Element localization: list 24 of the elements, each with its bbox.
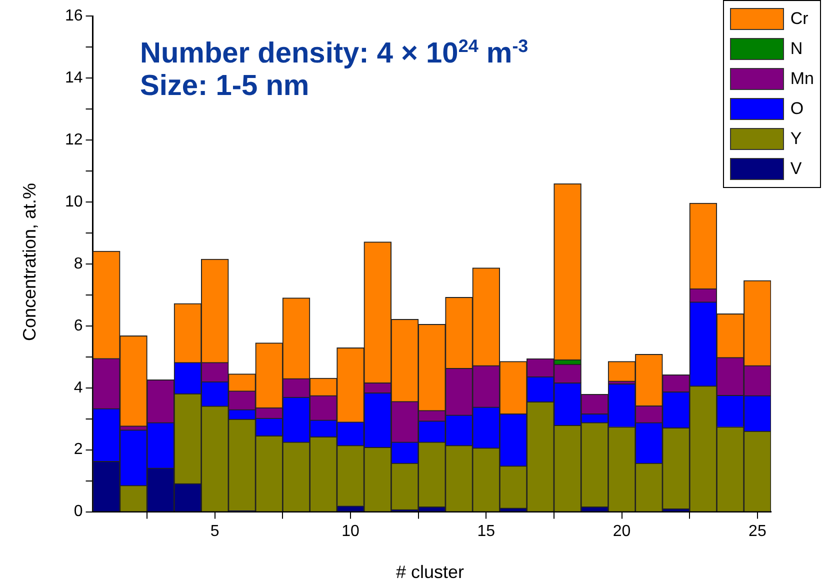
text: Size: 1-5 nm <box>140 70 310 102</box>
x-tick-label: 10 <box>342 522 360 540</box>
x-tick-label: 25 <box>748 522 766 540</box>
y-tick-label: 4 <box>74 379 83 396</box>
legend-label: Mn <box>790 69 814 89</box>
y-tick-label: 2 <box>74 441 83 458</box>
y-tick-label: 8 <box>74 255 83 272</box>
x-tick-label: 15 <box>477 522 496 540</box>
y-tick-label: 14 <box>65 69 83 86</box>
legend-label: O <box>790 99 804 119</box>
legend-label: Y <box>790 129 802 149</box>
x-tick-label: 5 <box>210 522 220 540</box>
x-tick-label: 20 <box>612 522 631 540</box>
y-axis-title: Concentration, at.% <box>20 182 40 342</box>
legend-label: N <box>790 39 803 59</box>
legend-label: V <box>790 159 802 179</box>
y-tick-label: 16 <box>65 7 83 24</box>
y-tick-label: 0 <box>74 503 83 520</box>
y-tick-label: 10 <box>65 193 83 210</box>
x-axis-title: # cluster <box>396 562 464 583</box>
y-tick-label: 12 <box>65 131 83 148</box>
text: Number density: 4 × 10$^{24}$ m$^{-3}$ <box>140 35 528 70</box>
y-tick-label: 6 <box>74 317 83 334</box>
legend-label: Cr <box>790 9 808 29</box>
